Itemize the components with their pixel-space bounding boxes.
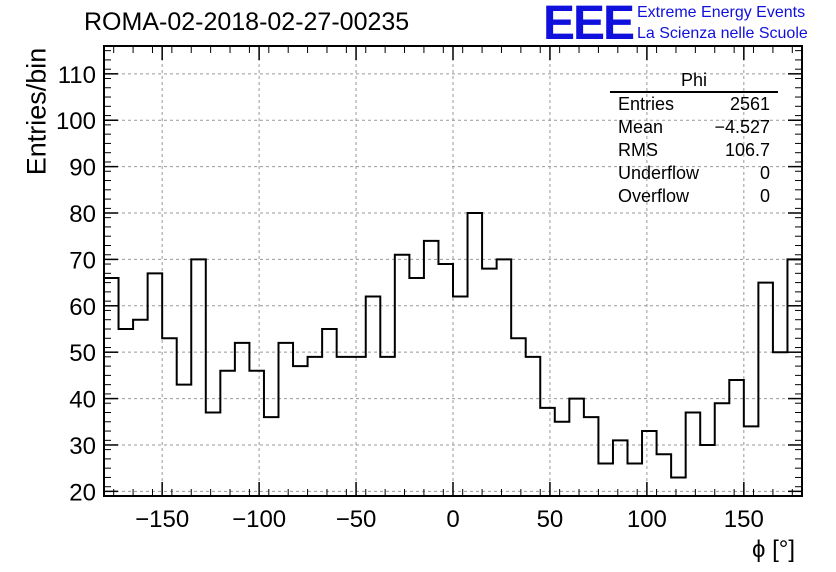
x-tick-label: −150 — [135, 506, 189, 533]
stats-title: Phi — [610, 70, 778, 93]
logo-line-2: La Scienza nelle Scuole — [637, 25, 808, 42]
logo-line-1: Extreme Energy Events — [637, 4, 806, 21]
x-tick-label: 100 — [627, 506, 667, 533]
stats-row: Entries 2561 — [610, 93, 778, 116]
stats-row: Mean −4.527 — [610, 116, 778, 139]
histogram-step-line — [104, 212, 803, 479]
y-axis-label: Entries/bin — [21, 47, 52, 176]
y-axis: 20 30 40 50 60 70 80 90 100 110 — [56, 50, 802, 506]
x-tick-label: 50 — [537, 506, 564, 533]
stats-label: Overflow — [618, 186, 690, 206]
y-tick-label: 70 — [69, 247, 96, 274]
y-tick-label: 90 — [69, 155, 96, 182]
x-axis: −150 −100 −50 0 50 100 150 — [113, 46, 793, 533]
stats-value: 0 — [759, 163, 770, 183]
y-tick-label: 30 — [69, 433, 96, 460]
y-tick-label: 50 — [69, 340, 96, 367]
x-axis-label: ϕ [°] — [752, 536, 796, 563]
stats-label: Mean — [618, 117, 664, 137]
stats-label: RMS — [618, 140, 658, 160]
stats-label: Entries — [618, 94, 675, 114]
y-tick-label: 80 — [69, 201, 96, 228]
y-tick-label: 110 — [58, 62, 96, 89]
stats-row: Underflow 0 — [610, 162, 778, 185]
y-tick-label: 60 — [69, 294, 96, 321]
chart-title: ROMA-02-2018-02-27-00235 — [84, 8, 410, 36]
y-tick-label: 100 — [56, 108, 96, 135]
stats-box: Phi Entries 2561 Mean −4.527 RMS 106.7 Unde… — [610, 70, 778, 208]
y-tick-label: 40 — [69, 387, 96, 414]
eee-logo: EEE — [543, 0, 635, 50]
y-tick-label: 20 — [69, 479, 96, 506]
stats-value: 106.7 — [724, 140, 770, 160]
stats-label: Underflow — [618, 163, 700, 183]
stats-value: −4.527 — [714, 117, 770, 137]
stats-value: 2561 — [729, 94, 770, 114]
x-tick-label: −50 — [336, 506, 377, 533]
stats-value: 0 — [759, 186, 770, 206]
stats-row: RMS 106.7 — [610, 139, 778, 162]
stats-row: Overflow 0 — [610, 185, 778, 208]
x-tick-label: 150 — [724, 506, 764, 533]
x-tick-label: −100 — [232, 506, 286, 533]
x-tick-label: 0 — [446, 506, 459, 533]
